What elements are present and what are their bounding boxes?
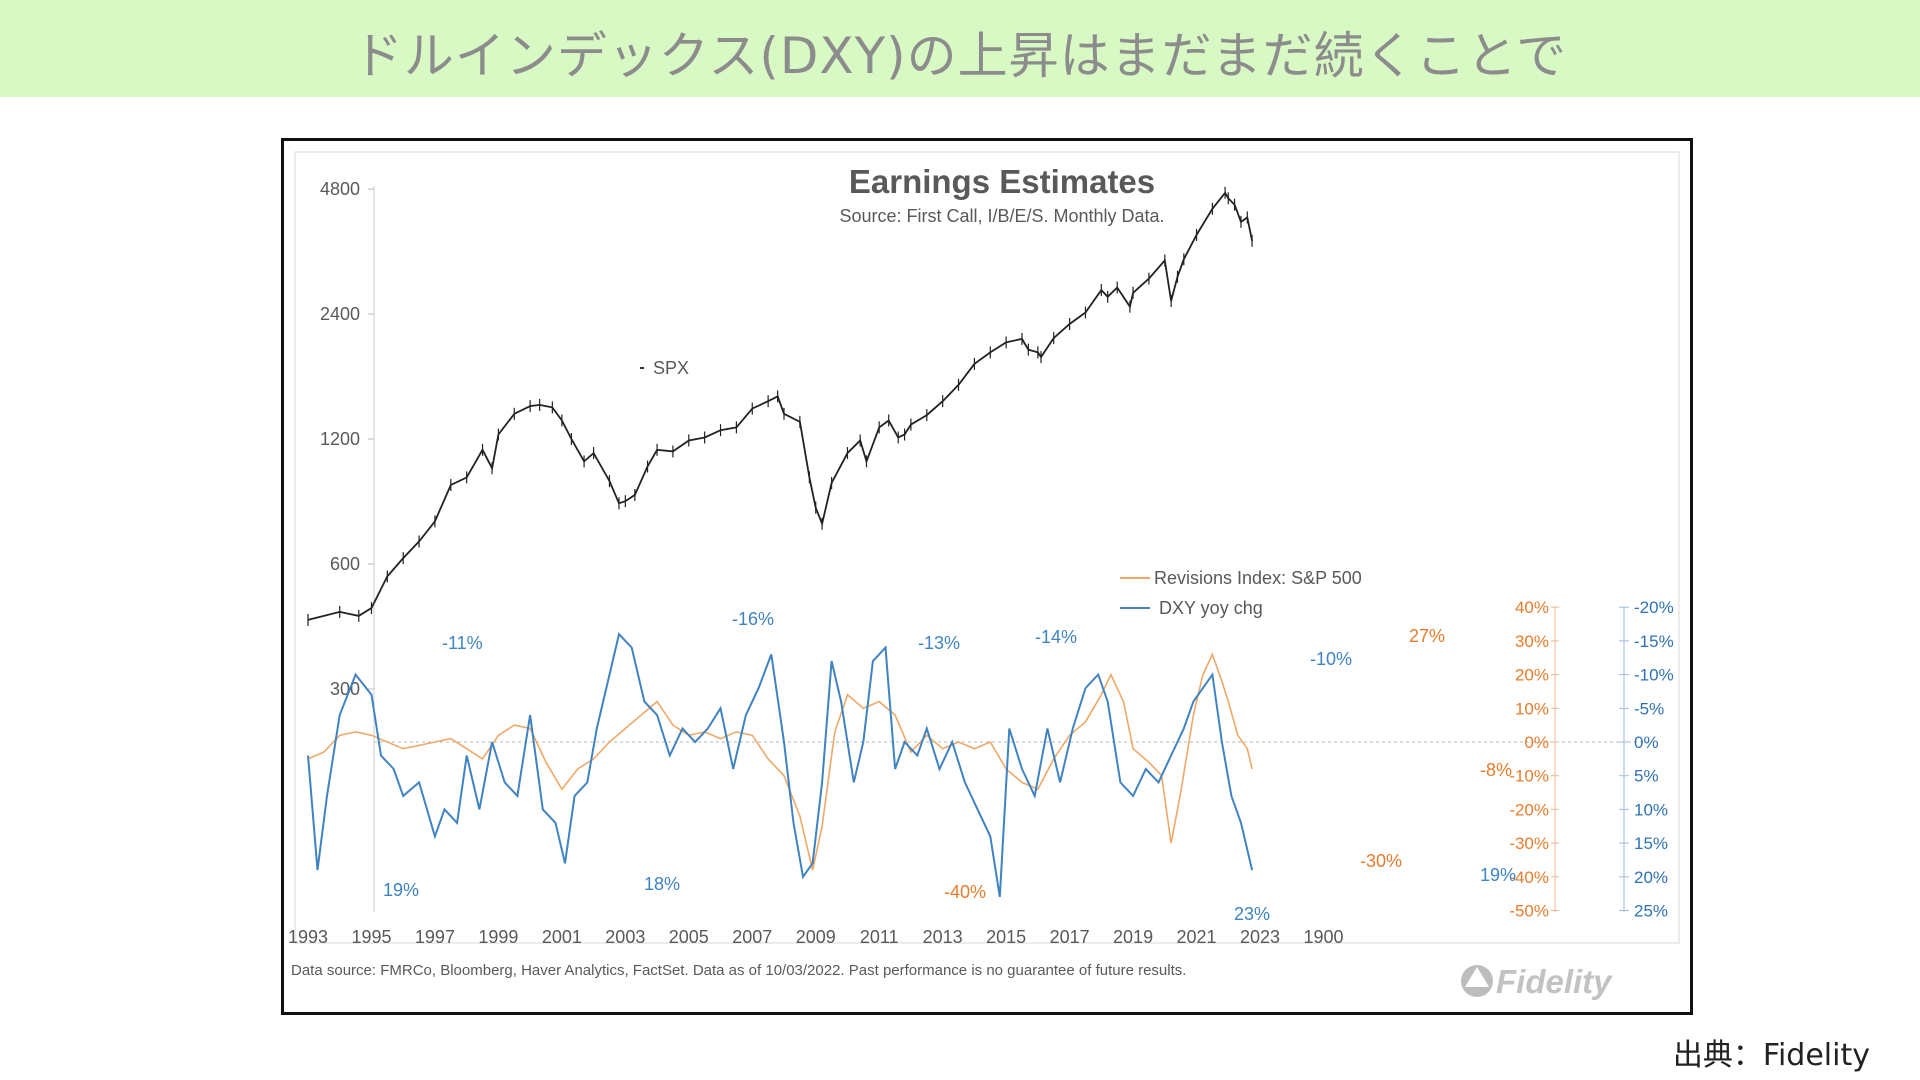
- revisions-tick-label: -20%: [1509, 800, 1549, 819]
- earnings-estimates-chart: Earnings Estimates Source: First Call, I…: [288, 151, 1680, 1000]
- x-tick-label: 2019: [1113, 927, 1153, 947]
- left-tick-label: 4800: [320, 179, 360, 199]
- revisions-annotation: 27%: [1409, 626, 1445, 646]
- dxy-tick-label: -15%: [1634, 632, 1674, 651]
- x-tick-label: 1900: [1303, 927, 1343, 947]
- annotation-layer: 27% -40% -30% -8% 19% -11% 18% -16% -13% -14% 23% -…: [383, 609, 1516, 924]
- legend: Revisions Index: S&P 500 DXY yoy chg: [1120, 568, 1362, 618]
- chart-footnote: Data source: FMRCo, Bloomberg, Haver Ana…: [291, 962, 1186, 979]
- dxy-tick-label: -5%: [1634, 699, 1664, 718]
- dxy-annotation: -11%: [442, 633, 483, 653]
- dxy-tick-label: 5%: [1634, 767, 1659, 786]
- x-tick-label: 1993: [288, 927, 328, 947]
- spx-line: [307, 191, 1253, 621]
- x-tick-label: 1999: [478, 927, 518, 947]
- left-tick-label: 2400: [320, 304, 360, 324]
- dxy-annotation: 19%: [1480, 865, 1516, 885]
- chart-subtitle: Source: First Call, I/B/E/S. Monthly Dat…: [839, 206, 1164, 226]
- plot-frame: [294, 151, 1680, 944]
- dxy-tick-label: 20%: [1634, 868, 1668, 887]
- dxy-annotation: -13%: [918, 633, 960, 653]
- fidelity-logo-text: Fidelity: [1496, 963, 1613, 1000]
- dxy-tick-label: 0%: [1634, 733, 1659, 752]
- revisions-tick-label: 30%: [1515, 632, 1549, 651]
- x-tick-label: 2003: [605, 927, 645, 947]
- revisions-annotation: -40%: [944, 882, 986, 902]
- dxy-annotation: 18%: [644, 874, 680, 894]
- dxy-annotation: 23%: [1234, 904, 1270, 924]
- revisions-axis-ticks: 40% 30% 20% 10% 0% -10% -20% -30% -40% -50%: [1509, 598, 1559, 921]
- revisions-tick-label: 20%: [1515, 666, 1549, 685]
- revisions-tick-label: -10%: [1509, 767, 1549, 786]
- left-axis-ticks: 4800 2400 1200 600 300: [320, 179, 374, 699]
- revisions-annotation: -8%: [1480, 760, 1512, 780]
- dxy-annotation: -14%: [1035, 627, 1077, 647]
- x-tick-label: 2011: [860, 927, 899, 947]
- x-tick-label: 2023: [1240, 927, 1280, 947]
- x-tick-label: 1997: [415, 927, 455, 947]
- dxy-annotation: 19%: [383, 880, 419, 900]
- dxy-annotation: -10%: [1310, 649, 1352, 669]
- dxy-tick-label: -20%: [1634, 598, 1674, 617]
- dxy-line: [307, 632, 1254, 898]
- dxy-tick-label: 15%: [1634, 834, 1668, 853]
- source-credit: 出典：Fidelity: [1672, 1038, 1870, 1073]
- x-tick-label: 1995: [351, 927, 391, 947]
- revisions-tick-label: -30%: [1509, 834, 1549, 853]
- chart-title: Earnings Estimates: [849, 163, 1155, 200]
- banner-title: ドルインデックス(DXY)の上昇はまだまだ続くことで: [352, 27, 1568, 85]
- left-tick-label: 300: [330, 679, 360, 699]
- dxy-annotation: -16%: [732, 609, 774, 629]
- dxy-tick-label: 10%: [1634, 800, 1668, 819]
- left-tick-label: 1200: [320, 429, 360, 449]
- x-axis-ticks: 1993 1995 1997 1999 2001 2003 2005 2007 2009 2011…: [288, 927, 1344, 947]
- revisions-tick-label: 40%: [1515, 598, 1549, 617]
- x-tick-label: 2005: [669, 927, 709, 947]
- revisions-tick-label: 0%: [1524, 733, 1549, 752]
- dxy-tick-label: -10%: [1634, 666, 1674, 685]
- x-tick-label: 2013: [923, 927, 963, 947]
- dxy-axis-ticks: -20% -15% -10% -5% 0% 5% 10% 15% 20% 25%: [1619, 598, 1674, 921]
- revisions-line: [307, 652, 1253, 871]
- spx-label: SPX: [640, 358, 689, 378]
- x-tick-label: 2021: [1177, 927, 1217, 947]
- left-tick-label: 600: [330, 554, 360, 574]
- revisions-tick-label: -50%: [1509, 902, 1549, 921]
- x-tick-label: 2017: [1050, 927, 1090, 947]
- fidelity-logo: Fidelity: [1461, 963, 1613, 1000]
- x-tick-label: 2015: [986, 927, 1026, 947]
- dxy-tick-label: 25%: [1634, 902, 1668, 921]
- revisions-annotation: -30%: [1360, 851, 1402, 871]
- figure-frame: [281, 138, 1693, 1015]
- series-layer: [307, 186, 1254, 898]
- legend-label-dxy: DXY yoy chg: [1159, 598, 1263, 618]
- legend-label-revisions: Revisions Index: S&P 500: [1154, 568, 1362, 588]
- fidelity-logo-mark-detail: [1465, 967, 1489, 987]
- x-tick-label: 2001: [542, 927, 582, 947]
- x-tick-label: 2007: [732, 927, 772, 947]
- revisions-tick-label: 10%: [1515, 699, 1549, 718]
- spx-label-text: SPX: [653, 358, 689, 378]
- x-tick-label: 2009: [796, 927, 836, 947]
- title-banner: ドルインデックス(DXY)の上昇はまだまだ続くことで: [0, 0, 1920, 97]
- revisions-tick-label: -40%: [1509, 868, 1549, 887]
